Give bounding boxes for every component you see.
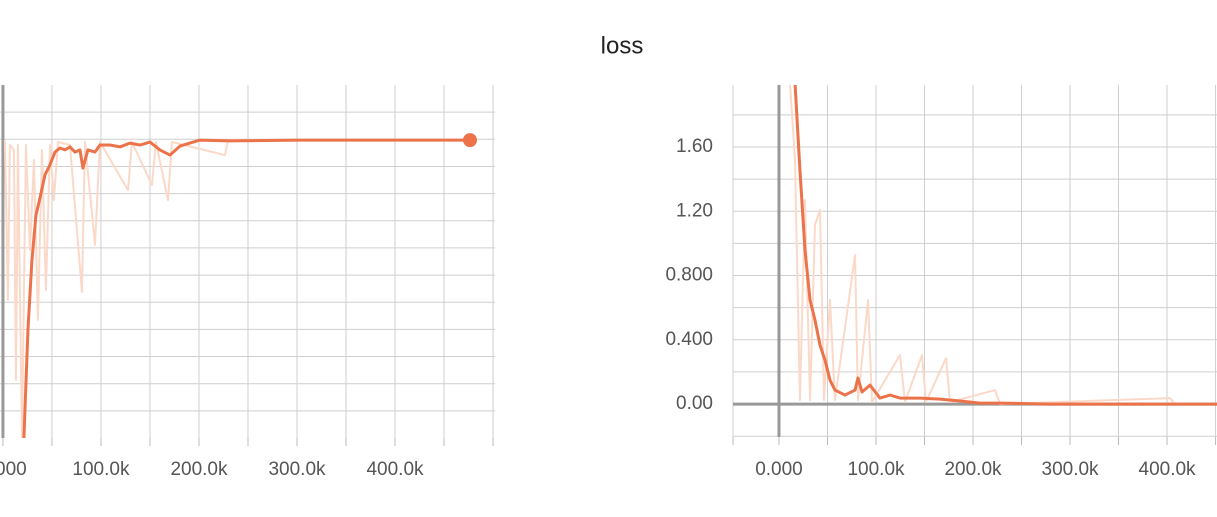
x-tick-label: 100.0k xyxy=(847,459,905,480)
chart-title: loss xyxy=(601,32,644,59)
x-tick-label: 0.000 xyxy=(0,459,27,480)
y-tick-label: 1.60 xyxy=(676,136,713,157)
x-tick-label: 100.0k xyxy=(72,459,130,480)
x-tick-label: 400.0k xyxy=(366,459,424,480)
line-series xyxy=(22,138,471,438)
plot-area xyxy=(789,85,1217,406)
x-tick-label: 200.0k xyxy=(170,459,228,480)
y-tick-label: 0.400 xyxy=(665,329,713,350)
x-tick-label: 400.0k xyxy=(1139,459,1197,480)
line-series xyxy=(793,85,1217,406)
x-tick-label: 300.0k xyxy=(1042,459,1100,480)
y-tick-label: 0.800 xyxy=(665,265,713,286)
line-series xyxy=(3,139,471,438)
x-tick-label: 300.0k xyxy=(268,459,326,480)
x-tick-label: 200.0k xyxy=(944,459,1002,480)
y-tick-label: 1.20 xyxy=(676,200,713,221)
last-point-marker xyxy=(463,133,478,148)
y-tick-label: 0.00 xyxy=(676,393,713,414)
plot-area xyxy=(3,138,471,438)
line-series xyxy=(789,85,1217,406)
x-tick-label: 0.000 xyxy=(755,459,803,480)
